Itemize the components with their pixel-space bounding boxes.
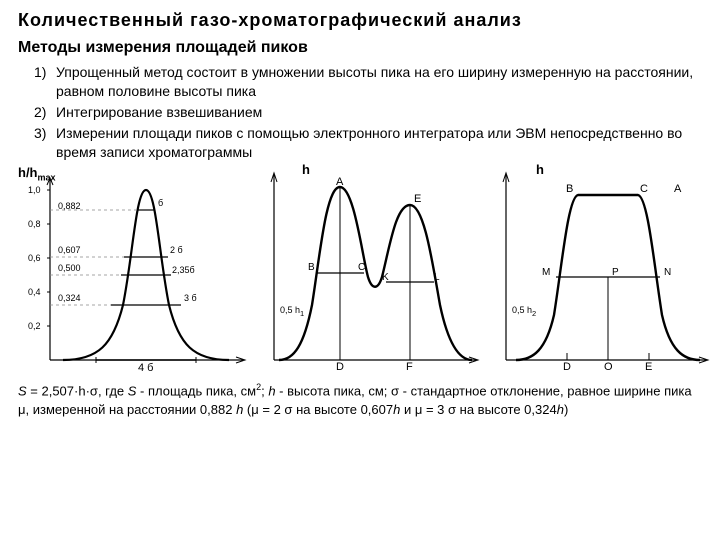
letter-C: C <box>358 262 365 273</box>
letter-M: M <box>542 267 550 278</box>
letter-F: F <box>406 361 413 373</box>
h-label: h <box>302 162 310 177</box>
h-label: h <box>536 162 544 177</box>
list-num: 3) <box>34 124 56 162</box>
ytick: 1,0 <box>28 185 41 195</box>
letter-A: A <box>674 183 681 195</box>
half-h: 0,5 h1 <box>280 305 304 318</box>
ytick: 0,8 <box>28 219 41 229</box>
ytick: 0,2 <box>28 321 41 331</box>
subtitle: Методы измерения площадей пиков <box>18 39 702 57</box>
sigma-label: 3 б <box>184 293 197 303</box>
list-text: Измерении площади пиков с помощью электр… <box>56 124 702 162</box>
letter-E: E <box>414 193 421 205</box>
sigma-label: б <box>158 198 163 208</box>
charts-row: h/hmax <box>18 165 702 375</box>
chart-two-peaks: h A E B C K L 0,5 h1 D F <box>254 165 482 375</box>
hlabel: 0,500 <box>58 263 81 273</box>
hlabel: 0,324 <box>58 293 81 303</box>
letter-K: K <box>382 272 389 283</box>
letter-E: E <box>645 361 652 373</box>
half-h: 0,5 h2 <box>512 305 536 318</box>
two-peaks-svg <box>254 165 482 375</box>
list-text: Упрощенный метод состоит в умножении выс… <box>56 63 702 101</box>
ytick: 0,6 <box>28 253 41 263</box>
page-title: Количественный газо-хроматографический а… <box>18 10 702 31</box>
letter-A: A <box>336 176 343 188</box>
letter-O: O <box>604 361 613 373</box>
list-num: 1) <box>34 63 56 101</box>
list-text: Интегрирование взвешиванием <box>56 103 262 122</box>
sigma-label: 2,35б <box>172 265 195 275</box>
list-item: 3) Измерении площади пиков с помощью эле… <box>34 124 702 162</box>
chart-flat-peak: h B C A M P N 0,5 h2 D O E <box>488 165 712 375</box>
xlabel: 4 б <box>138 362 153 374</box>
letter-B: B <box>566 183 573 195</box>
y-axis-label: h/hmax <box>18 165 56 183</box>
hlabel: 0,607 <box>58 245 81 255</box>
hlabel: 0,882 <box>58 201 81 211</box>
letter-P: P <box>612 267 619 278</box>
chart-gaussian: h/hmax <box>18 165 248 375</box>
sigma-label: 2 б <box>170 245 183 255</box>
letter-N: N <box>664 267 671 278</box>
list-item: 2) Интегрирование взвешиванием <box>34 103 702 122</box>
formula-footer: S = 2,507·h·σ, где S - площадь пика, см2… <box>18 381 702 419</box>
list-num: 2) <box>34 103 56 122</box>
letter-B: B <box>308 262 315 273</box>
letter-D: D <box>563 361 571 373</box>
ytick: 0,4 <box>28 287 41 297</box>
letter-C: C <box>640 183 648 195</box>
flat-peak-svg <box>488 165 712 375</box>
gaussian-svg <box>18 165 248 375</box>
method-list: 1) Упрощенный метод состоит в умножении … <box>34 63 702 161</box>
letter-D: D <box>336 361 344 373</box>
letter-L: L <box>434 272 440 283</box>
list-item: 1) Упрощенный метод состоит в умножении … <box>34 63 702 101</box>
